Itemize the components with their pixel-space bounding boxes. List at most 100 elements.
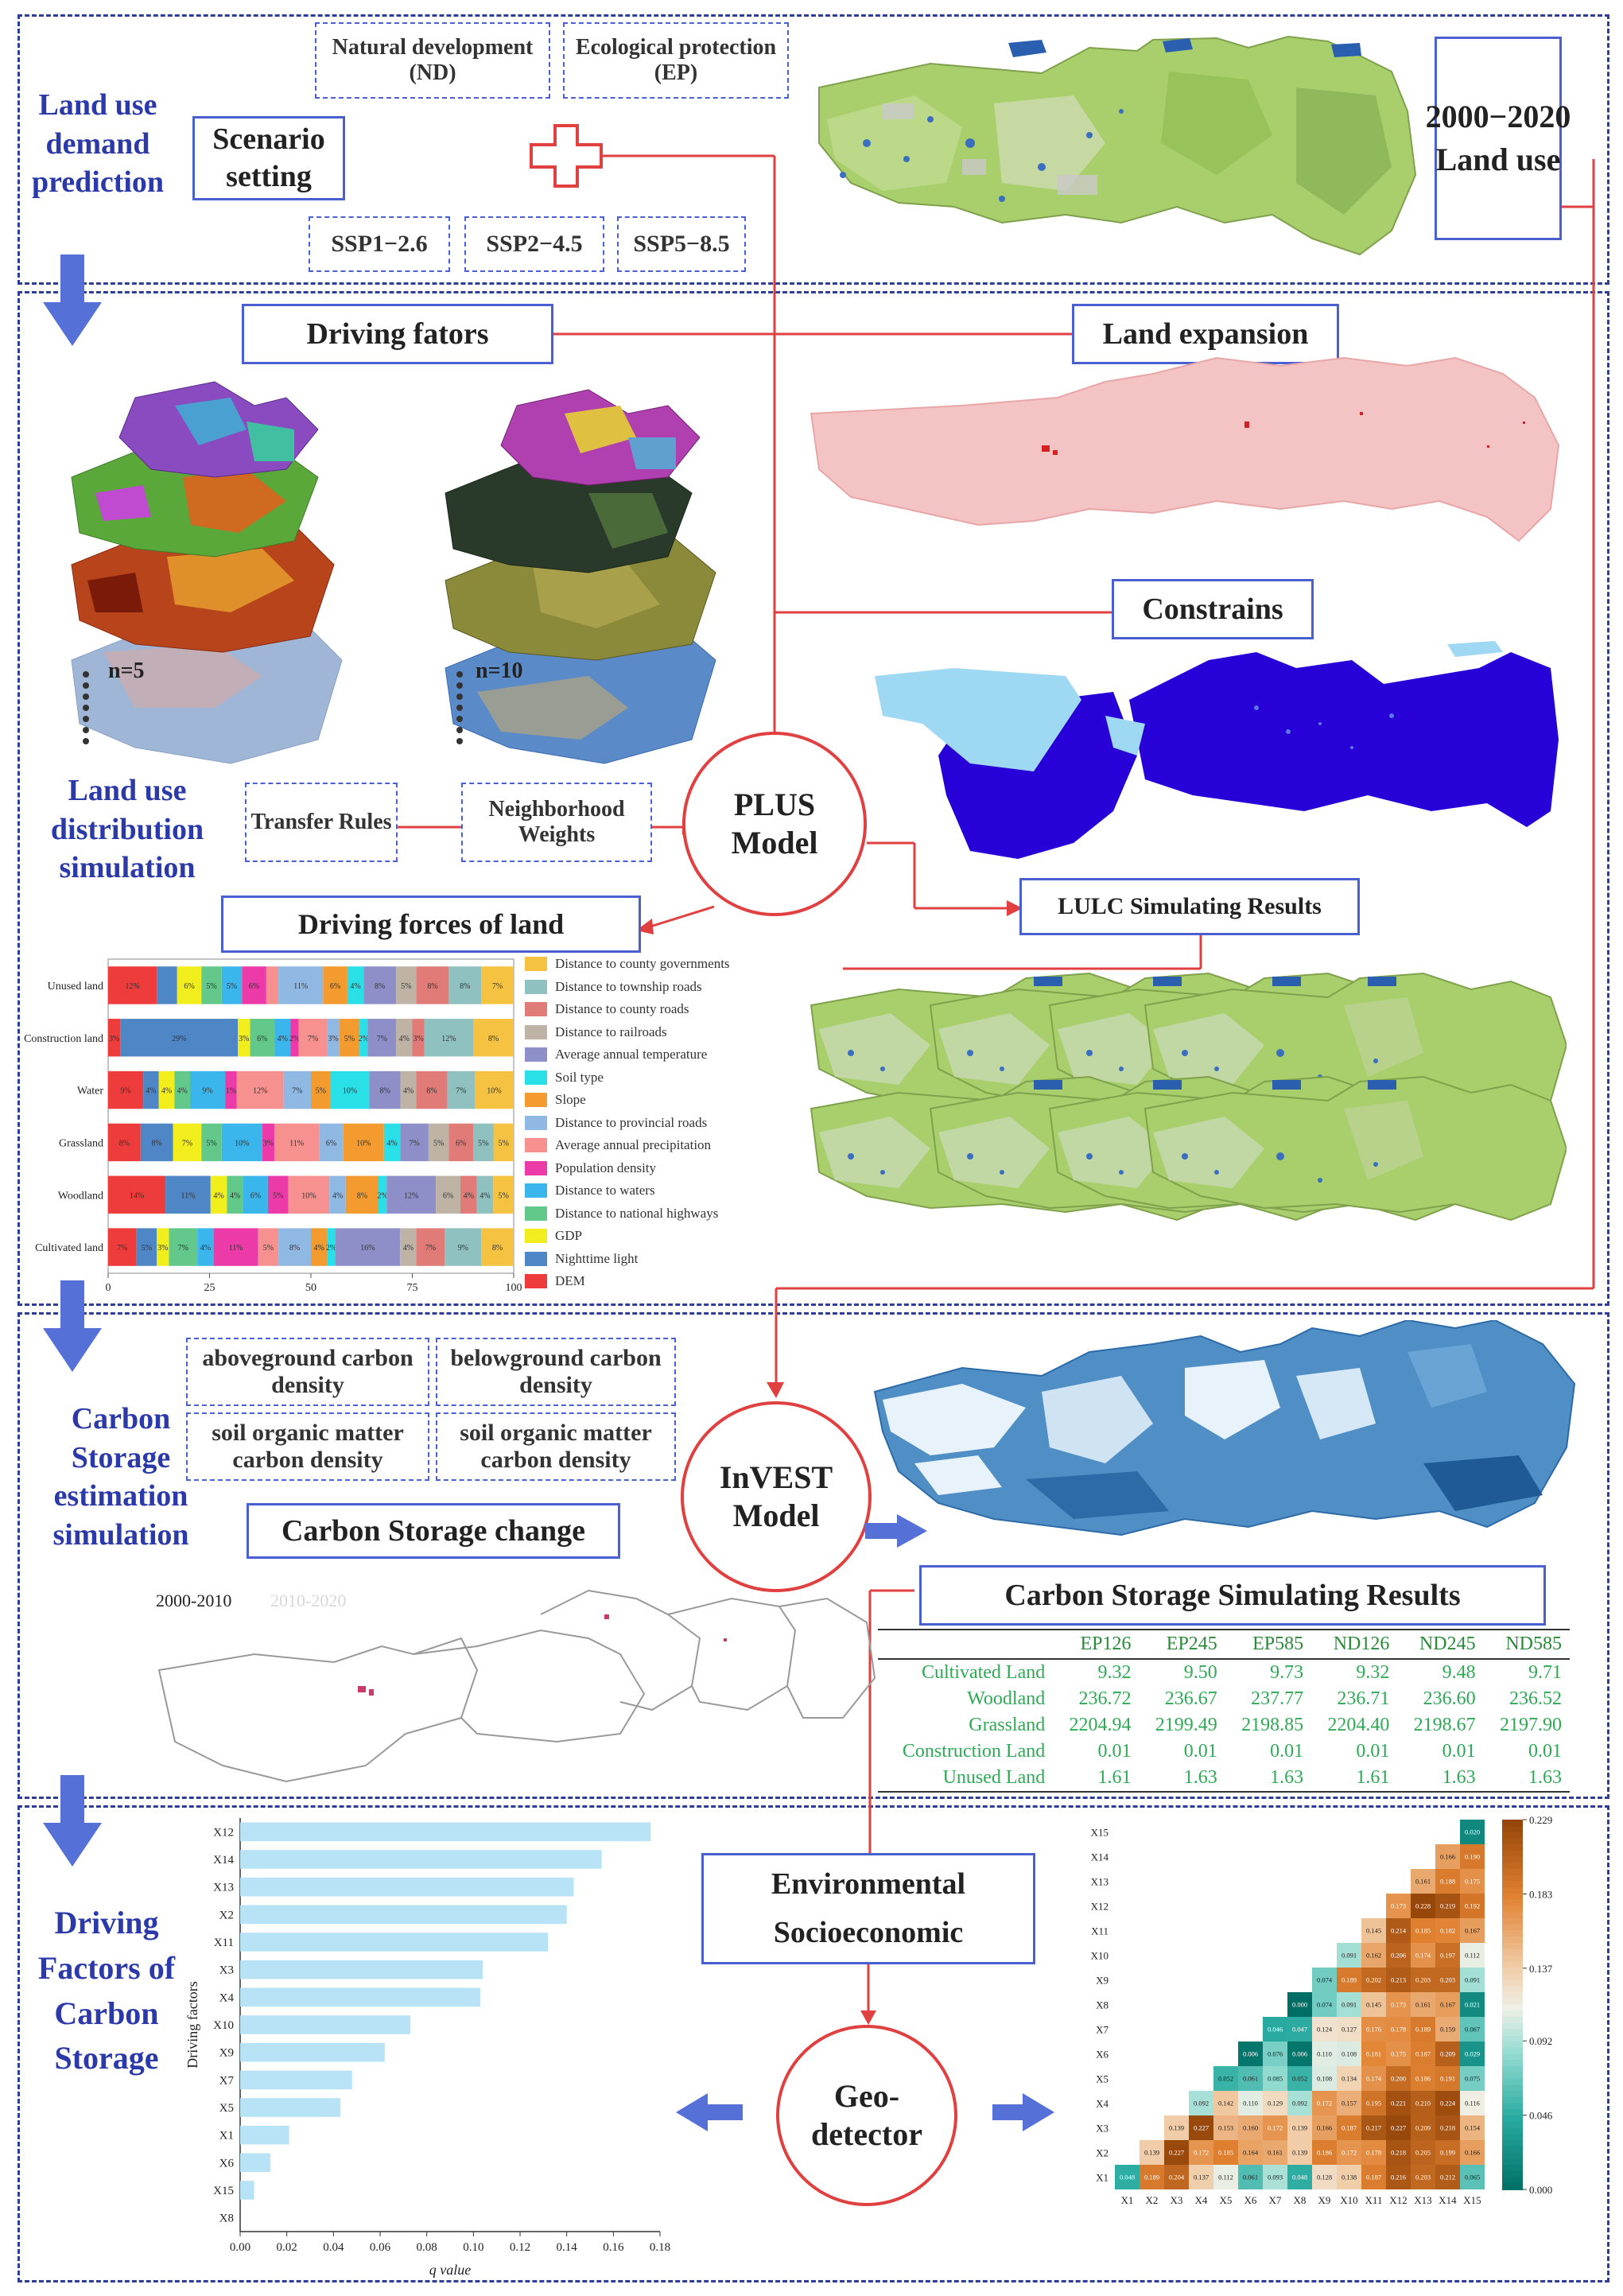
right-arrow-icon [992, 2093, 1054, 2131]
legend-label: Distance to railroads [555, 1024, 667, 1039]
driving-forces-box: Driving forces of land [221, 895, 641, 953]
heatmap-cell [1213, 2091, 1238, 2115]
bar-segment [448, 1123, 473, 1162]
colorbar-segment [1502, 1820, 1523, 1827]
x-tick-label: 0.00 [230, 2241, 250, 2254]
heatmap-value: 0.174 [1366, 2075, 1382, 2083]
bar-segment [227, 1175, 243, 1214]
colorbar-segment [1502, 1948, 1523, 1956]
heatmap-cell [1312, 2091, 1337, 2115]
legend-item: Distance to waters [525, 1183, 655, 1199]
table-cell: 0.01 [1097, 1741, 1132, 1762]
category-label: Woodland [58, 1190, 103, 1202]
heatmap-x-label: X6 [1244, 2194, 1257, 2206]
colorbar-segment [1502, 2103, 1523, 2111]
bar-segment [283, 1070, 311, 1109]
colorbar-segment [1502, 1874, 1523, 1882]
segment-label: 14% [130, 1191, 144, 1200]
heatmap-value: 0.203 [1440, 1976, 1455, 1984]
heatmap-value: 0.124 [1317, 2026, 1333, 2034]
q-bar [240, 1850, 602, 1869]
heatmap-value: 0.161 [1415, 1878, 1431, 1886]
heatmap-value: 0.162 [1366, 1952, 1381, 1960]
table-header-cell: EP585 [1225, 1629, 1312, 1660]
segment-label: 11% [293, 982, 308, 991]
bar-segment [319, 1123, 344, 1162]
colorbar-segment [1502, 1955, 1523, 1963]
bar-segment [201, 1123, 222, 1162]
heatmap-cell [1337, 2091, 1361, 2115]
heatmap-cell [1337, 1943, 1361, 1968]
heatmap-x-label: X1 [1121, 2194, 1134, 2206]
bar-segment [345, 1175, 379, 1214]
section-title-distribution: Land use distribution simulation [50, 774, 204, 885]
heatmap-value: 0.167 [1440, 2001, 1455, 2009]
invest-model-circle: InVEST Model [681, 1401, 872, 1592]
bar-segment [238, 1019, 250, 1057]
bar-segment [173, 1123, 202, 1162]
heatmap-cell [1287, 2017, 1312, 2042]
table-cell: 2199.49 [1155, 1715, 1217, 1735]
table-header-cell: ND126 [1311, 1629, 1398, 1660]
driving-factor-stack-5 [71, 381, 343, 764]
heatmap-cell [1337, 1992, 1361, 2017]
table-row: Construction Land 0.01 0.01 0.01 0.01 0.01 0.0… [878, 1739, 1570, 1765]
constraints-map [875, 641, 1559, 859]
right-arrow-icon [865, 1514, 927, 1548]
heatmap-x-label: X13 [1414, 2194, 1431, 2206]
segment-label: 5% [263, 1244, 274, 1253]
heatmap-value: 0.142 [1218, 2100, 1233, 2108]
heatmap-cell [1386, 1894, 1411, 1918]
q-bar [240, 2125, 289, 2145]
colorbar-segment [1502, 1998, 1523, 2006]
driving-forces-stacked-chart: 12% 6% 5% 5% 6% 11% 6% 4% 8% 5% 8% 8% 7% Unused land 3… [24, 958, 522, 1294]
segment-label: 3% [328, 1035, 338, 1043]
segment-label: 4% [314, 1244, 324, 1253]
heatmap-value: 0.218 [1391, 2149, 1406, 2157]
legend-label: Distance to township roads [555, 978, 702, 994]
segment-label: 4% [332, 1191, 343, 1200]
heatmap-y-label: X14 [1091, 1851, 1109, 1863]
segment-label: 8% [427, 982, 437, 991]
aboveground-density-box: aboveground carbon density [186, 1338, 429, 1406]
heatmap-cell [1411, 2042, 1435, 2066]
table-cell: 9.71 [1528, 1662, 1562, 1683]
table-row: Unused Land 1.61 1.63 1.63 1.61 1.63 1.63 [878, 1765, 1570, 1793]
category-label: Construction land [24, 1033, 103, 1045]
colorbar-segment [1502, 1825, 1523, 1833]
legend-label: Population density [555, 1160, 657, 1175]
segment-label: 10% [356, 1139, 371, 1148]
heatmap-value: 0.164 [1243, 2149, 1259, 2157]
colorbar-segment [1502, 1912, 1523, 1919]
heatmap-x-label: X10 [1340, 2194, 1357, 2206]
colorbar-tick-label: 0.137 [1529, 1963, 1553, 1975]
heatmap-cell [1411, 1894, 1435, 1918]
bar-segment [400, 1123, 429, 1162]
heatmap-value: 0.218 [1440, 2124, 1455, 2132]
ep-scenario-box: Ecological protection (EP) [563, 22, 789, 99]
land-expansion-map [810, 356, 1560, 542]
heatmap-value: 0.192 [1465, 1902, 1480, 1910]
heatmap-cell [1411, 2091, 1435, 2115]
heatmap-cell [1361, 2165, 1386, 2189]
heatmap-cell [1460, 1968, 1485, 1992]
heatmap-cell [1411, 2066, 1435, 2091]
legend-item: DEM [525, 1273, 585, 1289]
bar-segment [473, 1019, 514, 1057]
heatmap-value: 0.197 [1440, 1952, 1455, 1960]
bar-segment [108, 1175, 166, 1214]
bar-segment [343, 1123, 384, 1162]
table-cell: 2197.90 [1500, 1715, 1562, 1735]
segment-label: 5% [499, 1139, 509, 1148]
bar-segment [445, 1228, 482, 1266]
heatmap-value: 0.161 [1268, 2149, 1283, 2157]
heatmap-cell [1435, 2042, 1460, 2066]
heatmap-cell [1140, 2140, 1164, 2165]
heatmap-value: 0.204 [1169, 2174, 1185, 2181]
segment-label: 6% [443, 1191, 453, 1200]
heatmap-value: 0.178 [1366, 2149, 1381, 2157]
heatmap-cell [1263, 2140, 1287, 2165]
heatmap-cell [1312, 2017, 1337, 2042]
segment-label: 9% [458, 1244, 468, 1253]
bar-segment [278, 1228, 311, 1266]
